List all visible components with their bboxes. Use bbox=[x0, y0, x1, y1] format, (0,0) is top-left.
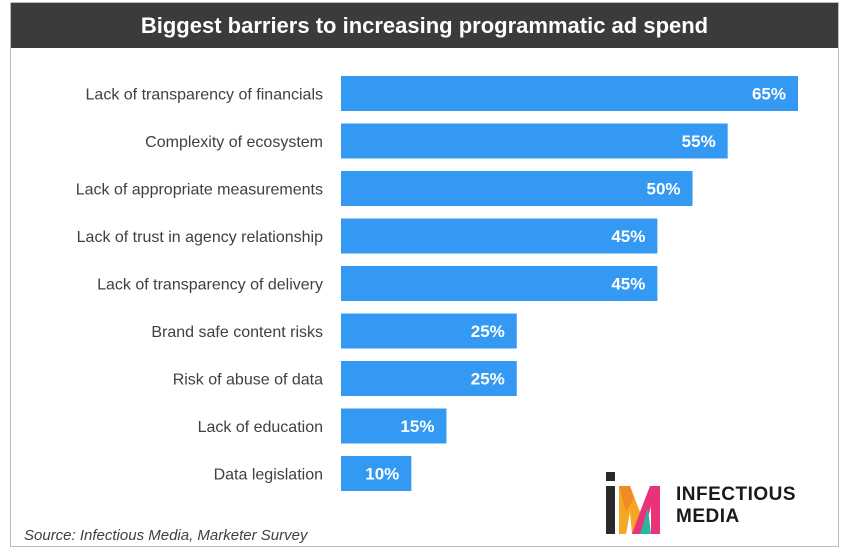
bar-5 bbox=[341, 266, 658, 301]
bar-7 bbox=[341, 361, 517, 396]
value-label-1: 65% bbox=[752, 85, 786, 104]
value-label-4: 45% bbox=[611, 227, 645, 246]
logo-line-1: INFECTIOUS bbox=[676, 484, 797, 505]
category-label-9: Data legislation bbox=[214, 467, 323, 484]
value-label-7: 25% bbox=[471, 370, 505, 389]
bar-4 bbox=[341, 218, 658, 254]
chart-title: Biggest barriers to increasing programma… bbox=[11, 3, 838, 48]
bar-8 bbox=[341, 408, 447, 444]
category-label-8: Lack of education bbox=[198, 419, 323, 436]
category-label-1: Lack of transparency of financials bbox=[86, 87, 323, 104]
category-label-6: Brand safe content risks bbox=[151, 324, 323, 341]
bar-9 bbox=[341, 456, 412, 491]
value-label-6: 25% bbox=[471, 322, 505, 341]
category-label-5: Lack of transparency of delivery bbox=[97, 277, 323, 294]
infectious-media-logo: INFECTIOUS MEDIA bbox=[604, 472, 834, 536]
bar-2 bbox=[341, 123, 728, 159]
value-label-3: 50% bbox=[647, 180, 681, 199]
im-logo-icon bbox=[606, 472, 660, 534]
value-label-8: 15% bbox=[400, 417, 434, 436]
value-label-9: 10% bbox=[365, 465, 399, 484]
bar-6 bbox=[341, 313, 517, 349]
bar-3 bbox=[341, 171, 693, 206]
bar-1 bbox=[341, 76, 798, 111]
category-label-4: Lack of trust in agency relationship bbox=[77, 229, 323, 246]
category-label-2: Complexity of ecosystem bbox=[145, 134, 323, 151]
category-label-3: Lack of appropriate measurements bbox=[76, 182, 323, 199]
value-label-5: 45% bbox=[611, 275, 645, 294]
value-label-2: 55% bbox=[682, 132, 716, 151]
source-note: Source: Infectious Media, Marketer Surve… bbox=[24, 527, 308, 544]
logo-line-2: MEDIA bbox=[676, 506, 740, 527]
category-label-7: Risk of abuse of data bbox=[173, 372, 323, 389]
